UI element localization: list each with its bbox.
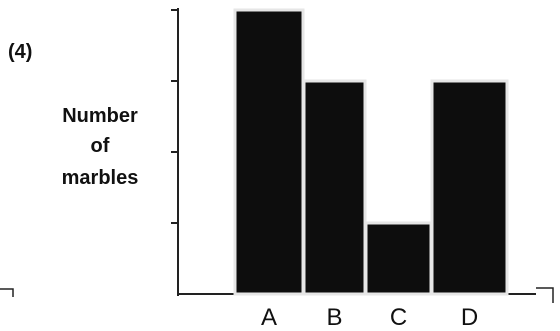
problem-number-label: (4) xyxy=(8,41,32,63)
y-axis-label-line-3: marbles xyxy=(62,167,139,189)
y-axis-label-line-1: Number xyxy=(62,105,138,127)
x-tick-label-d: D xyxy=(461,304,478,331)
x-axis-tick-labels: A B C D xyxy=(261,304,478,331)
bars-group xyxy=(233,8,509,296)
x-tick-label-a: A xyxy=(261,304,277,331)
y-axis-ticks xyxy=(171,9,178,224)
bar-c xyxy=(364,221,433,296)
right-corner-mark xyxy=(536,287,554,303)
y-axis-label-line-2: of xyxy=(91,135,110,157)
bar-b xyxy=(302,79,367,296)
x-tick-label-c: C xyxy=(390,304,407,331)
x-tick-label-b: B xyxy=(326,304,342,331)
left-corner-mark xyxy=(0,288,14,297)
bar-a xyxy=(233,8,305,296)
bar-d xyxy=(430,79,509,296)
